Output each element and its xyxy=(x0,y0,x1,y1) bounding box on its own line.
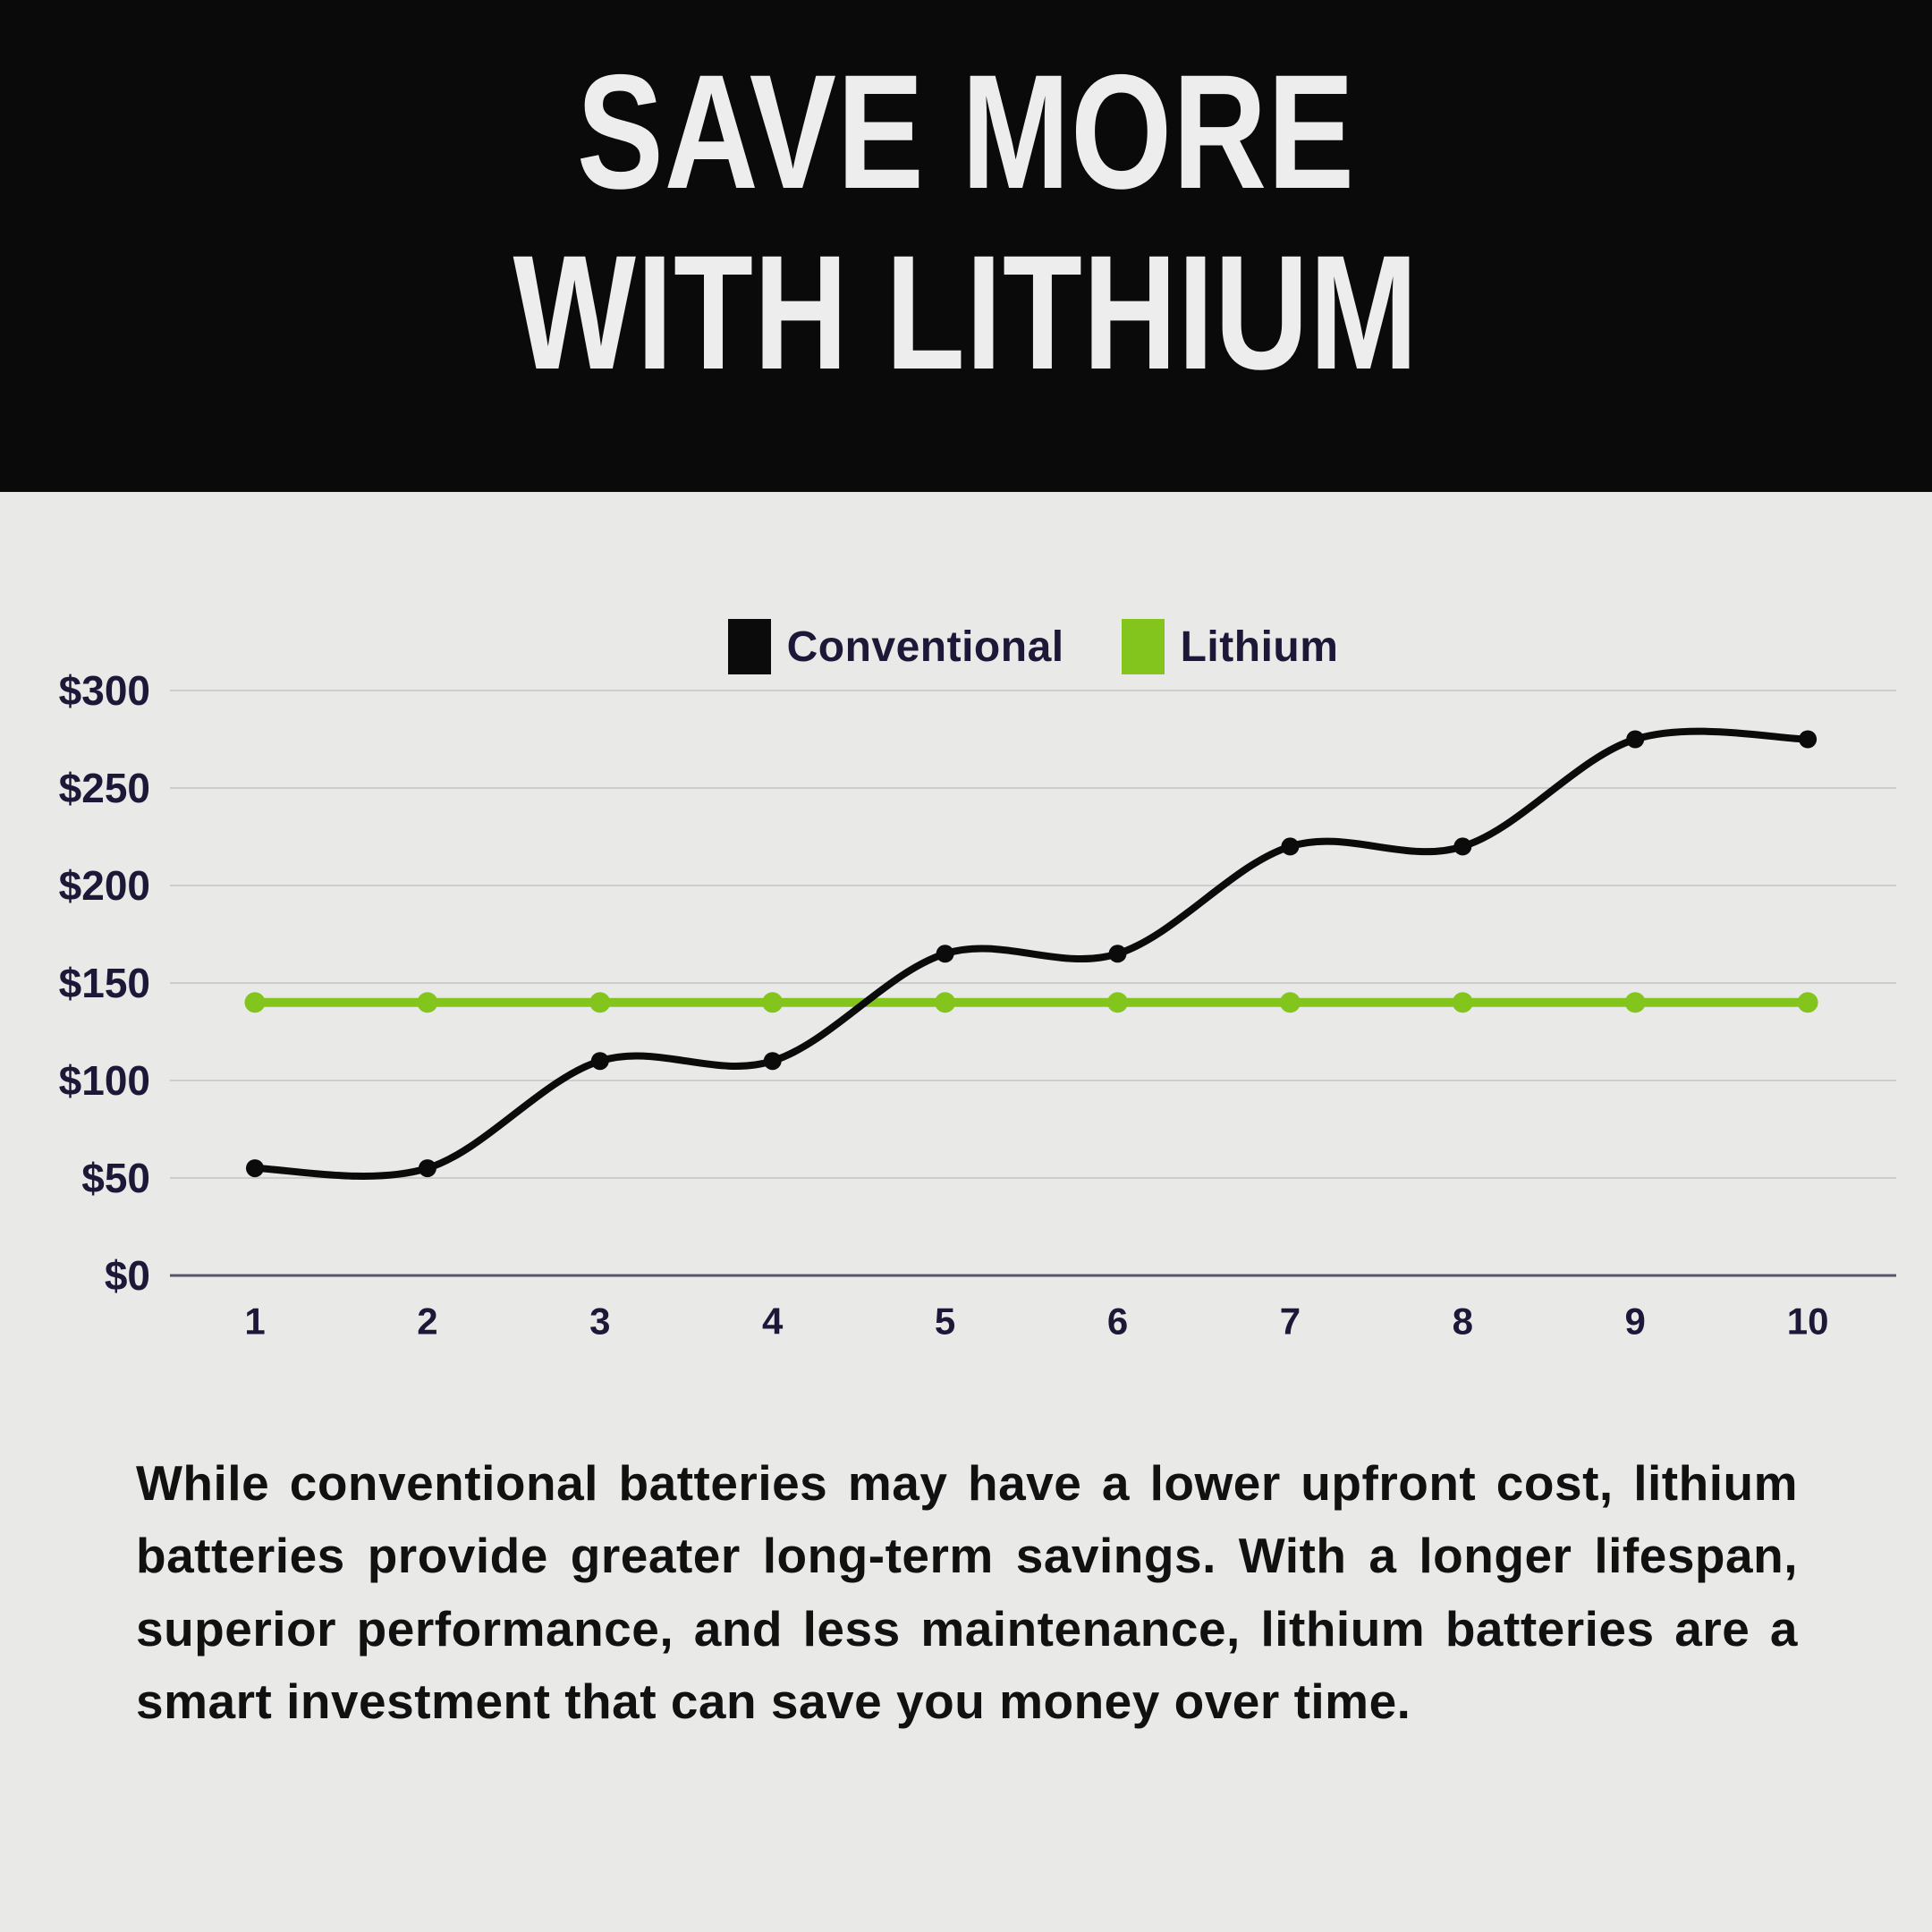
legend-item-lithium: Lithium xyxy=(1121,619,1339,674)
data-point-conventional xyxy=(1799,730,1818,749)
y-tick-label: $100 xyxy=(59,1057,150,1104)
legend-swatch-conventional xyxy=(727,619,771,674)
legend-label: Lithium xyxy=(1180,623,1339,671)
x-tick-label: 9 xyxy=(1625,1301,1646,1343)
legend-swatch-lithium xyxy=(1121,619,1165,674)
page-title: SAVE MORE WITH LITHIUM xyxy=(0,41,1932,402)
data-point-conventional xyxy=(1281,837,1300,856)
title-line-2: WITH LITHIUM xyxy=(513,221,1419,403)
x-tick-label: 6 xyxy=(1107,1301,1128,1343)
data-point-conventional xyxy=(590,1052,609,1071)
chart-legend: Conventional Lithium xyxy=(170,619,1896,674)
y-tick-label: $200 xyxy=(59,862,150,909)
data-point-lithium xyxy=(589,992,611,1013)
x-tick-label: 10 xyxy=(1787,1301,1829,1343)
data-point-conventional xyxy=(1626,730,1645,749)
y-tick-label: $250 xyxy=(59,765,150,811)
title-line-1: SAVE MORE xyxy=(576,40,1356,223)
x-tick-label: 2 xyxy=(417,1301,437,1343)
y-tick-label: $0 xyxy=(105,1252,150,1299)
header-banner: SAVE MORE WITH LITHIUM xyxy=(0,0,1932,492)
y-tick-label: $50 xyxy=(81,1155,150,1201)
savings-line-chart: $0 $50 $100 $150 $200 $250 $300 1 2 3 4 5 6 7 8 9 10 xyxy=(59,667,1896,1343)
x-tick-label: 7 xyxy=(1280,1301,1301,1343)
data-point-lithium xyxy=(1452,992,1473,1013)
data-point-lithium xyxy=(1279,992,1301,1013)
data-point-conventional xyxy=(1108,945,1127,963)
data-point-conventional xyxy=(1453,837,1472,856)
data-point-conventional xyxy=(936,945,954,963)
data-point-lithium xyxy=(244,992,266,1013)
series-line-conventional xyxy=(251,727,1812,1180)
data-point-conventional xyxy=(246,1159,264,1178)
data-point-conventional xyxy=(763,1052,782,1071)
description-paragraph: While conventional batteries may have a … xyxy=(136,1455,1798,1730)
data-point-lithium xyxy=(1797,992,1818,1013)
data-point-lithium xyxy=(1624,992,1646,1013)
y-tick-label: $150 xyxy=(59,960,150,1006)
x-tick-label: 5 xyxy=(935,1301,955,1343)
data-point-lithium xyxy=(762,992,784,1013)
x-tick-label: 1 xyxy=(244,1301,265,1343)
legend-label: Conventional xyxy=(786,623,1064,671)
x-tick-label: 3 xyxy=(589,1301,610,1343)
x-tick-label: 4 xyxy=(762,1301,784,1343)
x-tick-label: 8 xyxy=(1453,1301,1473,1343)
data-point-lithium xyxy=(1107,992,1128,1013)
data-point-lithium xyxy=(935,992,956,1013)
legend-item-conventional: Conventional xyxy=(727,619,1064,674)
data-point-lithium xyxy=(417,992,438,1013)
data-point-conventional xyxy=(418,1159,436,1178)
y-tick-label: $300 xyxy=(59,667,150,714)
